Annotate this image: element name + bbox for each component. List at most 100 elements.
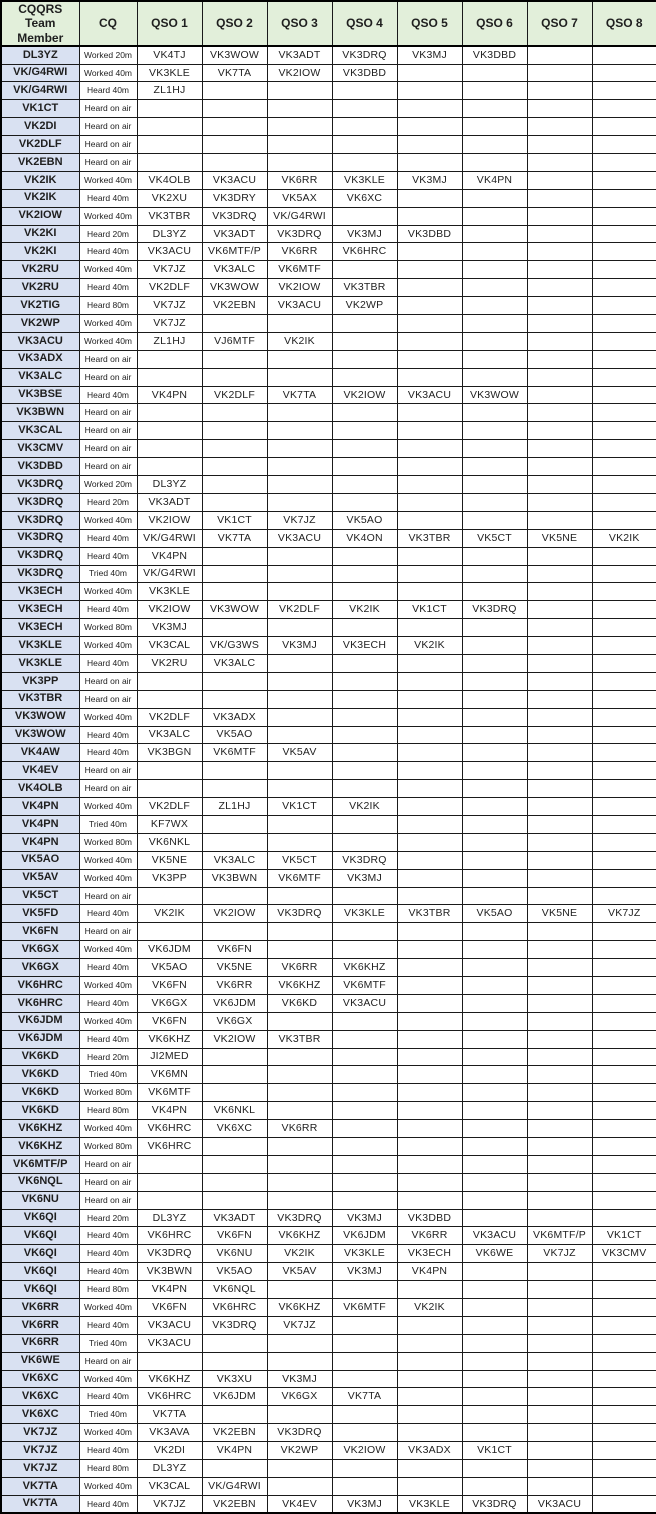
cq-status-cell: Tried 40m	[78, 1065, 138, 1085]
qso-cell	[591, 349, 656, 369]
qso-cell	[331, 779, 398, 799]
member-cell: VK3DRQ	[0, 564, 80, 584]
qso-cell: ZL1HJ	[201, 797, 268, 816]
qso-cell: VK2DLF	[136, 707, 203, 727]
qso-cell: VK5AV	[266, 1262, 333, 1282]
member-cell: VK6RR	[0, 1333, 80, 1353]
qso-cell	[591, 707, 656, 727]
member-cell: VK6XC	[0, 1387, 80, 1407]
qso-cell	[266, 1137, 333, 1156]
qso-cell: VK3DBD	[396, 1208, 463, 1228]
table-row: VK3DRQ Worked 40m VK2IOW VK1CT VK7JZ VK5AO	[0, 510, 656, 530]
qso-cell	[591, 1083, 656, 1103]
qso-cell	[461, 618, 528, 638]
qso-cell	[591, 385, 656, 405]
member-cell: VK2RU	[0, 278, 80, 298]
qso-cell	[591, 510, 656, 530]
cq-status-cell: Heard 80m	[78, 1459, 138, 1478]
qso-cell: VK3DRQ	[461, 600, 528, 620]
qso-cell	[331, 671, 398, 691]
qso-cell: VK3ALC	[201, 653, 268, 673]
qso-cell	[461, 1280, 528, 1300]
qso-cell: VK/G4RWI	[136, 564, 203, 584]
qso-cell: VK6KHZ	[266, 1298, 333, 1317]
qso-cell	[396, 1083, 463, 1103]
qso-cell: VK6HRC	[201, 1298, 268, 1317]
qso-cell	[331, 421, 398, 441]
qso-cell	[136, 922, 203, 942]
qso-cell	[526, 922, 593, 942]
qso-cell	[526, 1423, 593, 1443]
member-cell: VK6QI	[0, 1208, 80, 1228]
qso-cell	[526, 510, 593, 530]
qso-cell: VK6XC	[201, 1119, 268, 1138]
member-cell: VK2DI	[0, 117, 80, 137]
qso-cell	[396, 1459, 463, 1478]
qso-cell: VK3ACU	[526, 1494, 593, 1514]
qso-cell	[396, 850, 463, 870]
qso-cell	[201, 832, 268, 852]
qso-cell: VK3DBD	[461, 45, 528, 65]
qso-cell	[526, 618, 593, 638]
qso-cell	[396, 314, 463, 333]
qso-cell: VK6NKL	[201, 1101, 268, 1121]
qso-cell: DL3YZ	[136, 1208, 203, 1228]
qso-cell	[201, 492, 268, 512]
qso-cell	[461, 457, 528, 477]
table-row: VK4EV Heard on air	[0, 761, 656, 781]
qso-cell: VK6HRC	[331, 242, 398, 262]
qso-cell	[526, 1280, 593, 1300]
qso-cell	[461, 958, 528, 977]
qso-cell	[526, 296, 593, 316]
table-row: VK3ADX Heard on air	[0, 349, 656, 369]
qso-cell: VK2EBN	[201, 1494, 268, 1514]
qso-cell	[461, 1333, 528, 1353]
cq-status-cell: Worked 40m	[78, 314, 138, 333]
table-row: VK4PN Worked 80m VK6NKL	[0, 832, 656, 852]
qso-cell	[526, 886, 593, 906]
qso-cell	[526, 636, 593, 655]
cq-status-cell: Heard on air	[78, 761, 138, 781]
table-row: VK6GX Heard 40m VK5AO VK5NE VK6RR VK6KHZ	[0, 958, 656, 977]
cq-status-cell: Heard on air	[78, 1351, 138, 1371]
qso-cell	[526, 367, 593, 387]
qso-cell: VK4PN	[461, 170, 528, 190]
qso-cell: VK3ACU	[396, 385, 463, 405]
qso-cell	[461, 761, 528, 781]
qso-cell	[526, 743, 593, 763]
qso-cell	[461, 1262, 528, 1282]
member-cell: VK6GX	[0, 940, 80, 960]
qso-cell	[331, 153, 398, 172]
member-cell: VK6RR	[0, 1315, 80, 1335]
qso-cell: VK3MJ	[396, 170, 463, 190]
qso-cell: VK2IOW	[136, 600, 203, 620]
qso-cell	[201, 1351, 268, 1371]
qso-cell: VK6NQL	[201, 1280, 268, 1300]
table-row: VK3BSE Heard 40m VK4PN VK2DLF VK7TA VK2IOW VK3…	[0, 385, 656, 405]
qso-cell	[266, 582, 333, 602]
qso-cell	[461, 278, 528, 298]
qso-cell: VK3ADX	[201, 707, 268, 727]
table-row: VK2EBN Heard on air	[0, 153, 656, 172]
table-row: VK3DRQ Worked 20m DL3YZ	[0, 475, 656, 494]
cq-status-cell: Heard 40m	[78, 743, 138, 763]
qso-cell	[591, 367, 656, 387]
qso-cell	[591, 1369, 656, 1389]
qso-cell	[331, 814, 398, 834]
cq-status-cell: Heard on air	[78, 689, 138, 709]
qso-cell	[461, 1065, 528, 1085]
member-cell: VK4PN	[0, 814, 80, 834]
qso-cell	[591, 958, 656, 977]
qso-cell	[461, 421, 528, 441]
member-cell: VK7JZ	[0, 1423, 80, 1443]
table-row: VK6NU Heard on air	[0, 1190, 656, 1210]
cq-status-cell: Heard 40m	[78, 242, 138, 262]
qso-cell	[331, 314, 398, 333]
table-row: VK3ECH Worked 40m VK3KLE	[0, 582, 656, 602]
qso-cell: VK2IOW	[331, 1441, 398, 1461]
qso-cell: VK5AO	[201, 1262, 268, 1282]
table-row: VK2RU Worked 40m VK7JZ VK3ALC VK6MTF	[0, 260, 656, 280]
qso-cell: VK6MTF/P	[201, 242, 268, 262]
cq-status-cell: Worked 40m	[78, 850, 138, 870]
qso-cell	[591, 618, 656, 638]
